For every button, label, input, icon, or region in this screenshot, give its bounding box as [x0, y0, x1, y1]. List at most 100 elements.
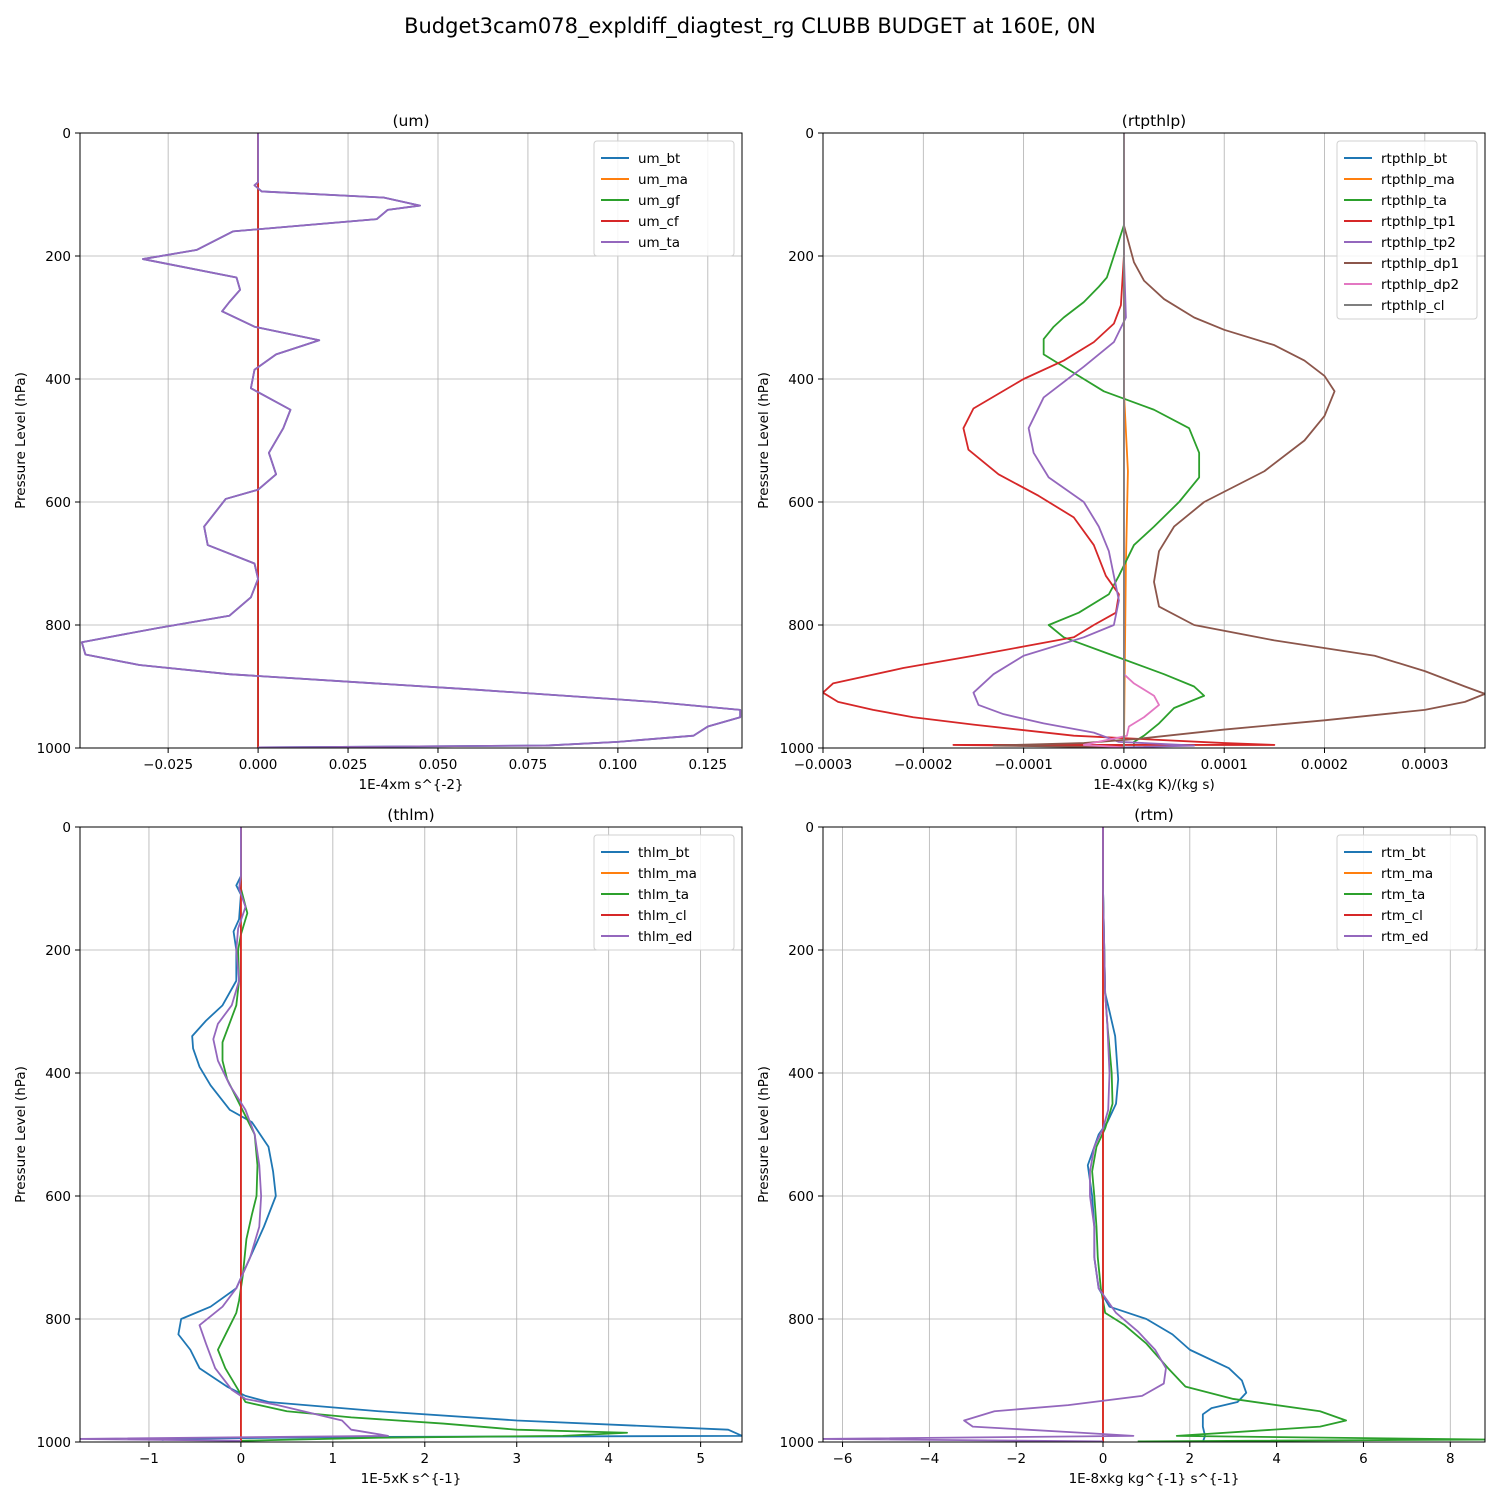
series-line-rtm_ta — [1091, 827, 1485, 1442]
y-tick-label: 600 — [788, 495, 814, 511]
y-tick-label: 0 — [805, 126, 814, 142]
series-line-rtpthlp_tp2 — [972, 133, 1196, 748]
y-tick-label: 800 — [788, 618, 814, 634]
legend-entry: rtpthlp_tp1 — [1381, 214, 1456, 230]
legend-entry: thlm_cl — [638, 908, 687, 924]
x-tick-label: 0.0000 — [1100, 757, 1147, 773]
y-tick-label: 800 — [788, 1312, 814, 1328]
x-tick-label: 0.025 — [329, 757, 368, 773]
x-tick-label: 2 — [1186, 1451, 1195, 1467]
legend-entry: rtpthlp_cl — [1381, 298, 1445, 314]
x-tick-label: 0.000 — [239, 757, 278, 773]
x-tick-label: −4 — [919, 1451, 939, 1467]
x-tick-label: 0.050 — [419, 757, 458, 773]
x-tick-label: 5 — [696, 1451, 705, 1467]
x-tick-label: 1 — [329, 1451, 338, 1467]
y-axis-label: Pressure Level (hPa) — [13, 372, 29, 509]
subplot-0: −0.025 0.000 0.025 0.050 0.075 0.100 0.125 0 200… — [13, 112, 743, 793]
subplot-title: (rtm) — [1134, 806, 1174, 824]
subplot-1: −0.0003 −0.0002 −0.0001 0.0000 0.0001 0.0002 0… — [756, 112, 1486, 793]
subplot-title: (rtpthlp) — [1122, 112, 1186, 130]
subplot-2: −1 0 1 2 3 4 5 0 200 400 600 800 1000 (thlm) 1E-5xK s^… — [13, 806, 743, 1487]
y-tick-label: 0 — [62, 126, 71, 142]
series-line-thlm_ed — [80, 827, 389, 1442]
legend-entry: rtpthlp_dp1 — [1381, 256, 1459, 272]
legend-entry: thlm_ma — [638, 866, 697, 882]
y-tick-label: 1000 — [780, 1435, 814, 1451]
legend-entry: rtm_ed — [1381, 929, 1429, 945]
legend: um_bt um_ma um_gf um_cf um_ta — [593, 140, 735, 257]
legend-box — [593, 834, 735, 951]
y-tick-label: 200 — [788, 249, 814, 265]
legend-entry: um_gf — [638, 193, 681, 209]
x-tick-label: 8 — [1446, 1451, 1455, 1467]
x-tick-label: 0.0002 — [1301, 757, 1348, 773]
axes-frame — [822, 826, 1486, 1443]
x-tick-label: 4 — [604, 1451, 613, 1467]
series-line-rtpthlp_dp2 — [1082, 133, 1160, 748]
y-tick-label: 0 — [62, 820, 71, 836]
y-tick-label: 400 — [788, 372, 814, 388]
legend-entry: rtm_ta — [1381, 887, 1425, 903]
y-tick-label: 0 — [805, 820, 814, 836]
x-tick-label: 0.100 — [599, 757, 638, 773]
y-tick-label: 200 — [788, 943, 814, 959]
legend-entry: rtpthlp_ta — [1381, 193, 1447, 209]
x-tick-label: 0 — [1099, 1451, 1108, 1467]
x-tick-label: −6 — [833, 1451, 853, 1467]
legend-entry: thlm_ed — [638, 929, 692, 945]
y-tick-label: 600 — [45, 495, 71, 511]
series-line-rtpthlp_ta — [1042, 133, 1206, 748]
legend-box — [593, 140, 735, 257]
legend: rtm_bt rtm_ma rtm_ta rtm_cl rtm_ed — [1336, 834, 1478, 951]
series-group — [80, 827, 742, 1442]
series-group — [823, 827, 1485, 1442]
x-tick-label: 0.075 — [509, 757, 548, 773]
y-axis-label: Pressure Level (hPa) — [13, 1066, 29, 1203]
x-tick-label: 0.0003 — [1401, 757, 1448, 773]
legend-entry: thlm_ta — [638, 887, 689, 903]
y-tick-label: 600 — [788, 1189, 814, 1205]
y-tick-label: 200 — [45, 943, 71, 959]
y-tick-label: 400 — [788, 1066, 814, 1082]
y-tick-label: 400 — [45, 1066, 71, 1082]
series-line-rtm_ed — [823, 827, 1167, 1442]
y-tick-label: 400 — [45, 372, 71, 388]
x-axis-label: 1E-4x(kg K)/(kg s) — [1093, 777, 1214, 793]
legend-entry: rtm_ma — [1381, 866, 1433, 882]
y-axis-label: Pressure Level (hPa) — [756, 1066, 772, 1203]
legend-entry: rtpthlp_tp2 — [1381, 235, 1456, 251]
legend-entry: rtm_cl — [1381, 908, 1423, 924]
x-tick-label: −2 — [1006, 1451, 1026, 1467]
axes-frame — [79, 826, 743, 1443]
x-axis-label: 1E-4xm s^{-2} — [359, 777, 464, 793]
series-group — [823, 133, 1485, 748]
legend-entry: thlm_bt — [638, 845, 689, 861]
series-line-thlm_ta — [217, 827, 628, 1442]
y-axis-label: Pressure Level (hPa) — [756, 372, 772, 509]
x-tick-label: −0.0002 — [894, 757, 953, 773]
x-tick-label: 0 — [237, 1451, 246, 1467]
legend-box — [1336, 834, 1478, 951]
series-line-rtm_bt — [1086, 827, 1248, 1442]
y-tick-label: 200 — [45, 249, 71, 265]
subplot-3: −6 −4 −2 0 2 4 6 8 0 200 400 600 800 1000 (rtm) 1E-8xkg… — [756, 806, 1486, 1487]
legend-entry: um_bt — [638, 151, 680, 167]
x-tick-label: −1 — [139, 1451, 159, 1467]
x-tick-label: 3 — [512, 1451, 521, 1467]
legend-entry: rtpthlp_bt — [1381, 151, 1447, 167]
y-tick-label: 600 — [45, 1189, 71, 1205]
y-tick-label: 1000 — [37, 1435, 71, 1451]
y-tick-label: 1000 — [37, 741, 71, 757]
x-axis-label: 1E-5xK s^{-1} — [361, 1471, 462, 1487]
series-line-um_ta — [80, 133, 742, 748]
y-tick-label: 800 — [45, 1312, 71, 1328]
y-tick-label: 800 — [45, 618, 71, 634]
legend: thlm_bt thlm_ma thlm_ta thlm_cl thlm_ed — [593, 834, 735, 951]
x-axis-label: 1E-8xkg kg^{-1} s^{-1} — [1069, 1471, 1240, 1487]
legend-entry: um_cf — [638, 214, 680, 230]
axes-frame — [822, 132, 1486, 749]
x-tick-label: 6 — [1359, 1451, 1368, 1467]
series-line-rtpthlp_dp1 — [992, 133, 1485, 748]
